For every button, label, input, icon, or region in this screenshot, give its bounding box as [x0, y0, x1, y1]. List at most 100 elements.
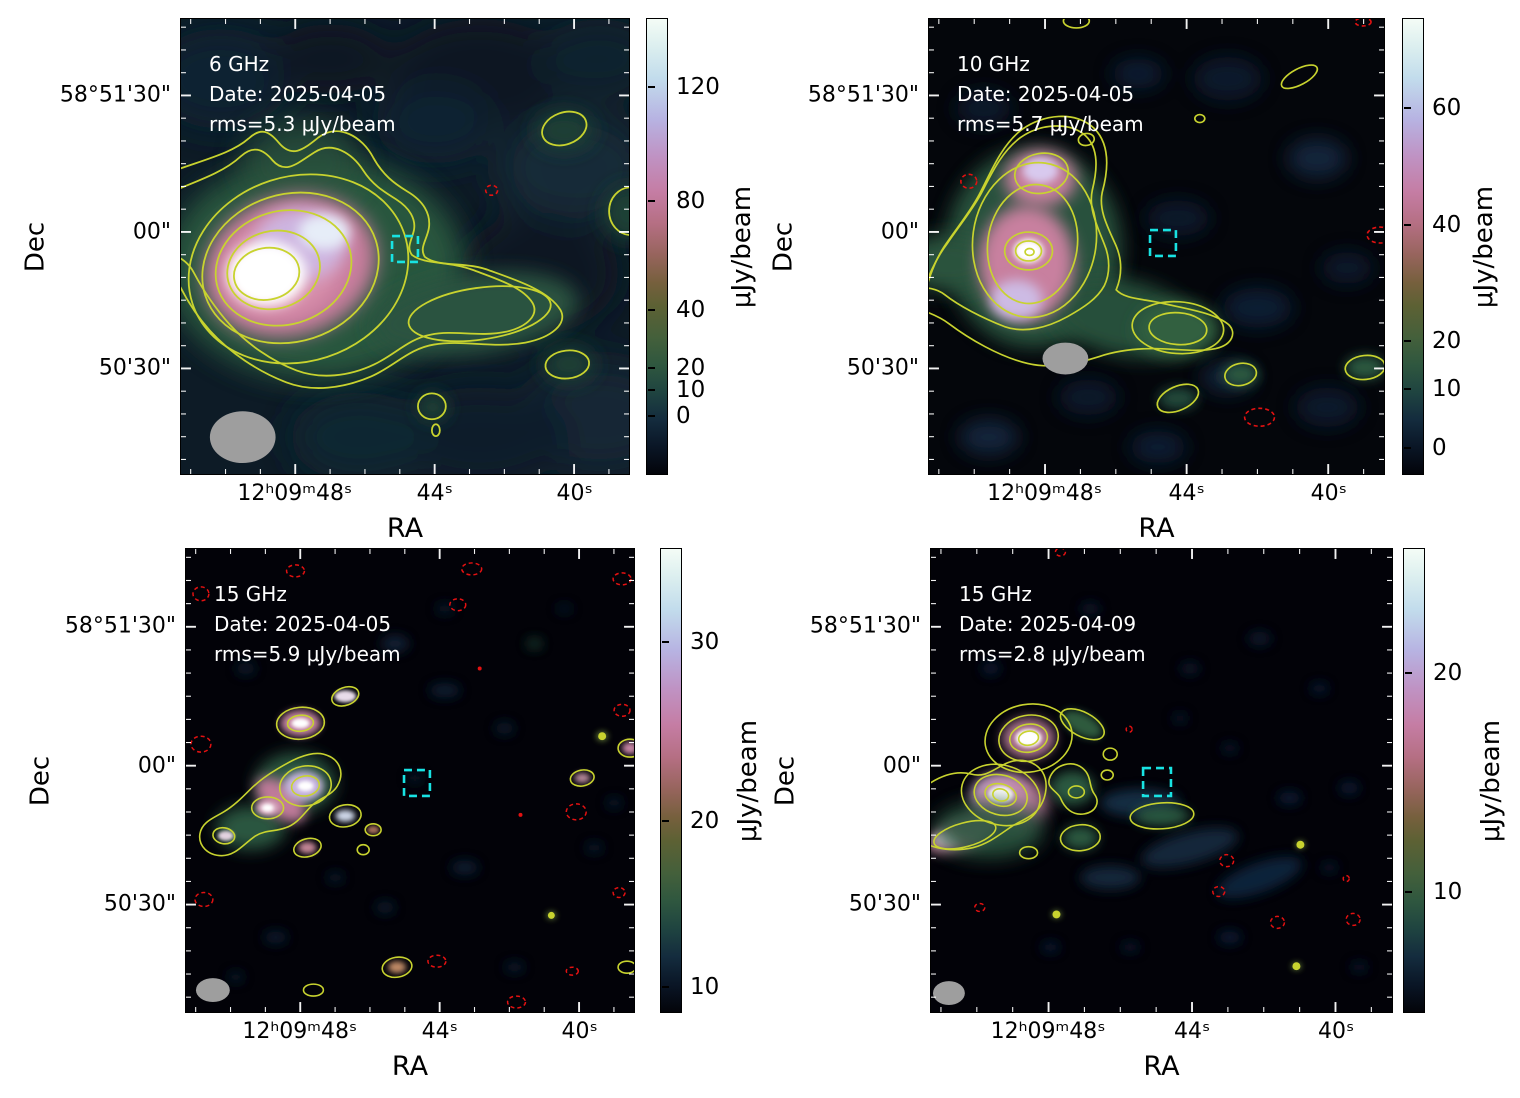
- radio-map-10ghz: [929, 19, 1384, 474]
- y-axis-label: Dec: [768, 221, 798, 272]
- colorbar-tick-mark: [1404, 447, 1411, 450]
- annotation-rms: rms=5.3 μJy/beam: [209, 112, 396, 136]
- colorbar-tick-label: 40: [676, 297, 706, 324]
- colorbar-tick-label: 120: [676, 73, 720, 100]
- colorbar-tick-mark: [648, 414, 655, 417]
- colorbar-tick-label: 0: [676, 402, 691, 429]
- panel-annotation: 6 GHz Date: 2025-04-05 rms=5.3 μJy/beam: [209, 49, 396, 139]
- colorbar-tick-label: 30: [690, 628, 720, 655]
- colorbar-tick-mark: [1405, 891, 1412, 894]
- colorbar-tick-label: 20: [690, 807, 720, 834]
- background-mottle: [955, 56, 1374, 464]
- beam-ellipse: [1042, 342, 1089, 375]
- y-tick-label: 50'30": [103, 891, 176, 917]
- colorbar: 120 80 40 20 10 0 μJy/beam: [646, 18, 757, 475]
- x-tick-label: 44ˢ: [1173, 1019, 1211, 1044]
- colorbar: 30 20 10 μJy/beam: [660, 548, 763, 1013]
- colorbar-tick-label: 10: [690, 974, 720, 1001]
- colorbar: 60 40 20 10 0 μJy/beam: [1402, 18, 1499, 475]
- colorbar-axis-label: μJy/beam: [1476, 719, 1506, 842]
- y-tick-label: 50'30": [846, 355, 919, 381]
- annotation-frequency: 15 GHz: [214, 582, 287, 606]
- positive-contours: [929, 19, 1384, 414]
- positive-contours: [181, 110, 629, 438]
- axis-ticks: [929, 19, 1384, 474]
- colorbar-tick-label: 60: [1432, 94, 1462, 121]
- y-tick-label: 00": [880, 219, 919, 245]
- x-tick-label: 40ˢ: [556, 481, 593, 506]
- colorbar-tick-label: 80: [676, 187, 706, 214]
- axis-ticks: [931, 549, 1392, 1012]
- panel-15ghz-ep1: Dec 58°51'30" 00" 50'30": [25, 548, 763, 1082]
- target-box: [1148, 228, 1178, 258]
- colorbar-tick-mark: [1404, 340, 1411, 343]
- colorbar-gradient: [646, 18, 668, 475]
- colorbar-tick-label: 10: [1432, 375, 1462, 402]
- background-mottle: [227, 603, 623, 983]
- negative-contours: [484, 184, 499, 197]
- x-axis-label: RA: [1138, 513, 1175, 544]
- y-tick-label: 00": [132, 219, 171, 245]
- colorbar-tick-mark: [662, 819, 669, 822]
- y-tick-label: 50'30": [98, 355, 171, 381]
- colorbar-tick-mark: [648, 309, 655, 312]
- radio-map-15ghz-ep1: [186, 549, 634, 1012]
- y-tick-label: 58°51'30": [59, 82, 171, 108]
- y-tick-label: 00": [882, 753, 921, 779]
- colorbar-tick-label: 40: [1432, 211, 1462, 238]
- colorbar-tick-mark: [1404, 387, 1411, 390]
- sky-image-15ghz-ep2: 15 GHz Date: 2025-04-09 rms=2.8 μJy/beam: [930, 548, 1393, 1013]
- negative-contours: [190, 562, 632, 1009]
- y-tick-label: 50'30": [848, 891, 921, 917]
- negative-contours: [960, 19, 1384, 428]
- sky-image-10ghz: 10 GHz Date: 2025-04-05 rms=5.7 μJy/beam: [928, 18, 1385, 475]
- y-axis-label: Dec: [25, 755, 55, 806]
- y-tick-label: 58°51'30": [64, 613, 176, 639]
- colorbar-gradient: [1403, 548, 1425, 1013]
- annotation-rms: rms=5.7 μJy/beam: [957, 112, 1144, 136]
- sky-image-15ghz-ep1: 15 GHz Date: 2025-04-05 rms=5.9 μJy/beam: [185, 548, 635, 1013]
- colorbar: 20 10 μJy/beam: [1403, 548, 1506, 1013]
- x-tick-label: 12ʰ09ᵐ48ˢ: [990, 1019, 1106, 1044]
- sky-image-6ghz: 6 GHz Date: 2025-04-05 rms=5.3 μJy/beam: [180, 18, 630, 475]
- beam-ellipse: [195, 978, 230, 1003]
- colorbar-tick-mark: [1405, 672, 1412, 675]
- y-axis-label: Dec: [770, 755, 800, 806]
- x-tick-label: 40ˢ: [1310, 481, 1347, 506]
- annotation-date: Date: 2025-04-05: [214, 612, 392, 636]
- radio-map-15ghz-ep2: [931, 549, 1392, 1012]
- x-tick-label: 12ʰ09ᵐ48ˢ: [237, 481, 353, 506]
- axis-ticks: [181, 19, 629, 474]
- background-mottle: [981, 602, 1369, 973]
- colorbar-tick-label: 10: [1433, 879, 1463, 906]
- annotation-rms: rms=5.9 μJy/beam: [214, 642, 401, 666]
- x-tick-label: 12ʰ09ᵐ48ˢ: [242, 1019, 358, 1044]
- axis-ticks: [186, 549, 634, 1012]
- panel-annotation: 10 GHz Date: 2025-04-05 rms=5.7 μJy/beam: [957, 49, 1144, 139]
- panel-10ghz: Dec 58°51'30" 00" 50'30": [768, 18, 1499, 544]
- x-tick-label: 40ˢ: [1317, 1019, 1355, 1044]
- colorbar-gradient: [1402, 18, 1424, 475]
- colorbar-axis-label: μJy/beam: [1469, 185, 1499, 308]
- positive-contours: [931, 703, 1305, 971]
- target-box: [1141, 766, 1173, 798]
- y-tick-label: 00": [137, 753, 176, 779]
- colorbar-tick-mark: [648, 389, 655, 392]
- annotation-rms: rms=2.8 μJy/beam: [959, 642, 1146, 666]
- colorbar-tick-label: 20: [1433, 660, 1463, 687]
- beam-ellipse: [932, 981, 965, 1006]
- panel-6ghz: Dec 58°51'30" 00" 50'30": [20, 18, 757, 544]
- colorbar-tick-mark: [1404, 106, 1411, 109]
- colorbar-tick-label: 10: [676, 377, 706, 404]
- x-tick-label: 44ˢ: [1168, 481, 1205, 506]
- colorbar-tick-mark: [1404, 223, 1411, 226]
- x-tick-label: 44ˢ: [421, 1019, 458, 1044]
- radio-map-6ghz: [181, 19, 629, 474]
- colorbar-tick-mark: [662, 986, 669, 989]
- target-box: [390, 234, 420, 264]
- colorbar-tick-label: 20: [1432, 328, 1462, 355]
- annotation-frequency: 15 GHz: [959, 582, 1032, 606]
- y-tick-label: 58°51'30": [809, 613, 921, 639]
- panel-annotation: 15 GHz Date: 2025-04-05 rms=5.9 μJy/beam: [214, 579, 401, 669]
